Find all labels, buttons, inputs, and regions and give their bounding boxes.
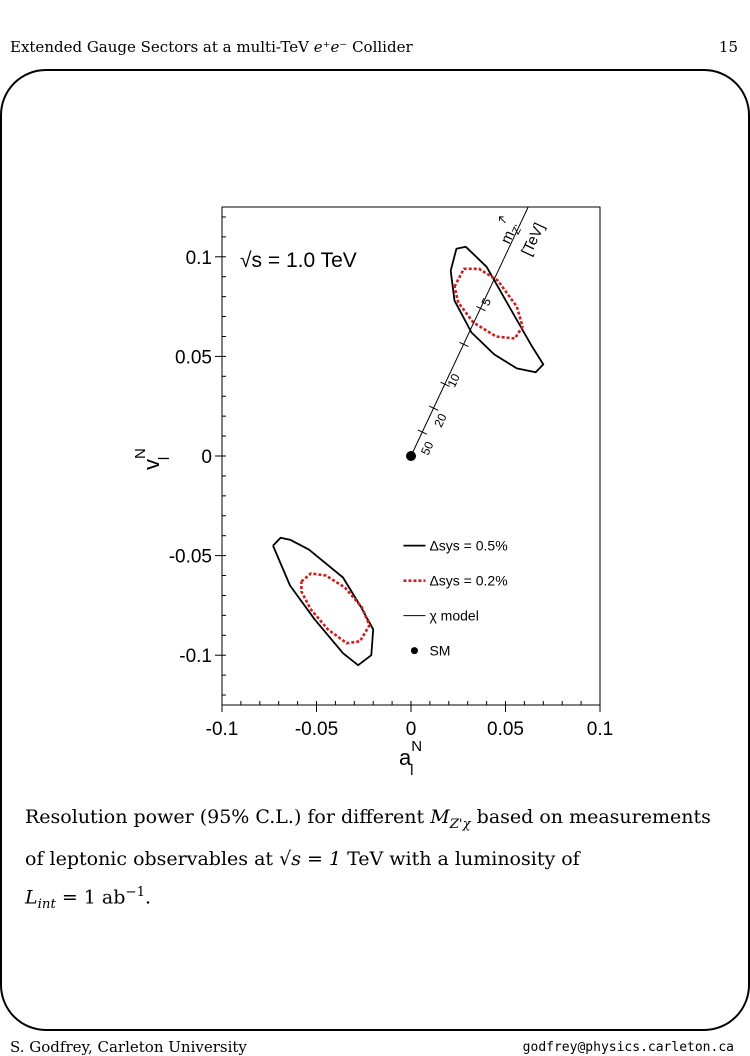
model-line-tick — [440, 381, 450, 387]
x-tick-label: 0.1 — [587, 719, 613, 740]
x-axis-label: aN l — [399, 738, 422, 779]
plot-legend: Δsys = 0.5% Δsys = 0.2% χ model SM — [403, 538, 508, 659]
legend-entry: Δsys = 0.2% — [429, 573, 507, 589]
page-number: 15 — [718, 38, 738, 56]
mass-label: 5 — [479, 296, 495, 308]
contour-series-3 — [300, 572, 371, 645]
mass-arrow-head — [499, 216, 504, 221]
y-tick-label: 0.05 — [175, 347, 212, 368]
legend-entry: χ model — [429, 608, 478, 624]
x-tick-label: -0.05 — [295, 719, 338, 740]
y-axis-label: vN l — [132, 448, 173, 470]
slide-frame — [0, 69, 750, 1031]
chi-model-line — [410, 206, 529, 457]
footer-email: godfrey@physics.carleton.ca — [522, 1040, 734, 1055]
page-header-title: Extended Gauge Sectors at a multi-TeV e⁺… — [10, 38, 413, 56]
plot-title: √s = 1.0 TeV — [240, 249, 357, 272]
figure-caption: Resolution power (95% C.L.) for differen… — [25, 800, 725, 922]
footer-author: S. Godfrey, Carleton University — [10, 1038, 247, 1056]
plot-contours — [272, 245, 545, 667]
sm-point — [406, 451, 416, 461]
model-line-tick — [428, 405, 439, 411]
caption-line-3: Lint = 1 ab−1. — [25, 884, 152, 912]
caption-line-2: of leptonic observables at √s = 1 TeV wi… — [25, 847, 580, 870]
mass-label: 20 — [431, 411, 449, 429]
legend-swatch-dot — [410, 647, 418, 655]
mass-label: 10 — [445, 371, 463, 389]
legend-entry: SM — [429, 643, 450, 659]
caption-line-1: Resolution power (95% C.L.) for differen… — [25, 806, 711, 832]
contour-series-1 — [272, 536, 375, 667]
mass-arrow — [499, 216, 506, 224]
model-line-tick — [417, 429, 428, 435]
contour-series-0 — [449, 245, 545, 374]
model-line-tick — [476, 306, 486, 312]
mass-unit-label: [TeV] — [518, 220, 548, 258]
y-tick-label: 0.1 — [186, 248, 212, 269]
y-tick-label: -0.1 — [179, 646, 212, 667]
mass-label: 50 — [418, 439, 436, 457]
x-tick-label: 0.05 — [487, 719, 524, 740]
legend-entry: Δsys = 0.5% — [429, 538, 507, 554]
resolution-plot: -0.1 -0.05 0 0.05 0.1 -0.1 -0.05 0 0.05 0.1 aN l vN l… — [132, 206, 613, 779]
x-tick-label: -0.1 — [206, 719, 239, 740]
y-tick-label: 0 — [201, 447, 212, 468]
contour-series-2 — [453, 267, 524, 340]
x-tick-label: 0 — [406, 719, 417, 740]
plot-axes: -0.1 -0.05 0 0.05 0.1 -0.1 -0.05 0 0.05 0.1 aN l vN l… — [132, 206, 613, 779]
model-line-tick — [459, 341, 469, 348]
y-tick-label: -0.05 — [169, 547, 212, 568]
